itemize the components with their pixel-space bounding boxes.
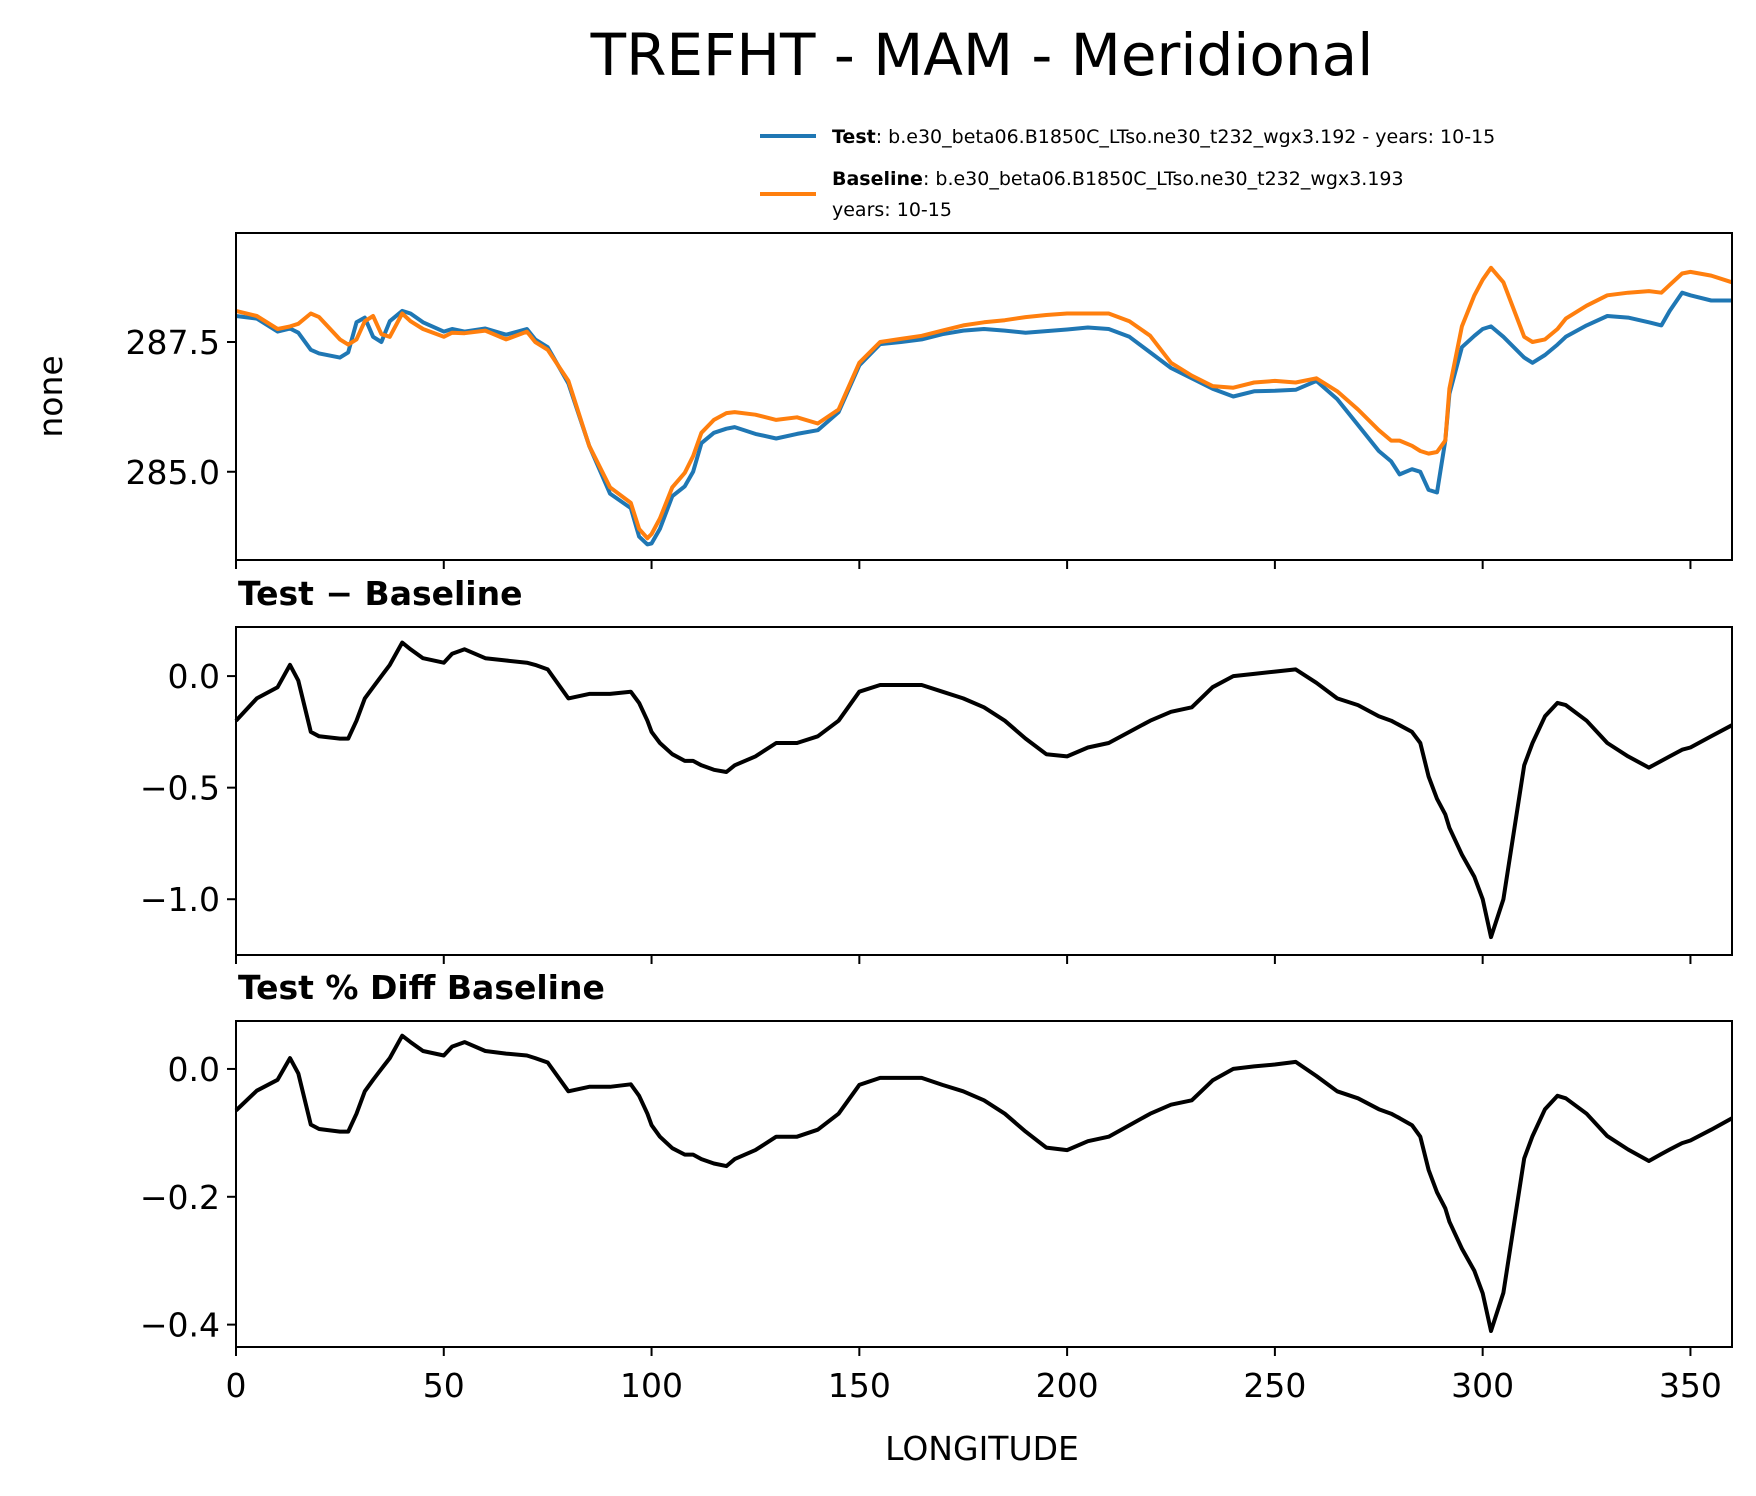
- series-line-test-diff-baseline: [234, 1033, 1733, 1333]
- legend-entry-baseline: Baseline: b.e30_beta06.B1850C_LTso.ne30_…: [832, 168, 1404, 190]
- x-tick-label: 100: [620, 1366, 683, 1405]
- panel-2-frame: [235, 626, 1733, 956]
- x-tick-label: 200: [1036, 1366, 1099, 1405]
- legend: Test: b.e30_beta06.B1850C_LTso.ne30_t232…: [760, 126, 1495, 221]
- y-axis-label: none: [31, 355, 70, 437]
- x-tick-label: 150: [828, 1366, 891, 1405]
- y-tick-label: −1.0: [140, 880, 220, 919]
- x-axis-label: LONGITUDE: [885, 1429, 1079, 1468]
- chart-title: TREFHT - MAM - Meridional: [590, 21, 1374, 89]
- y-tick-label: −0.4: [140, 1306, 220, 1345]
- y-tick-label: −0.2: [140, 1178, 220, 1217]
- y-tick-label: 0.0: [168, 1050, 220, 1089]
- series-line-test: [235, 290, 1732, 547]
- x-tick-label: 350: [1659, 1366, 1722, 1405]
- y-tick-label: 287.5: [126, 323, 220, 362]
- panel-1-frame: [235, 232, 1733, 561]
- panel-3-title: Test % Diff Baseline: [238, 968, 605, 1007]
- legend-entry-baseline-years: years: 10-15: [832, 199, 952, 221]
- panel-3-frame: [235, 1020, 1733, 1348]
- legend-entry-test: Test: b.e30_beta06.B1850C_LTso.ne30_t232…: [832, 126, 1495, 148]
- y-tick-label: 0.0: [168, 657, 220, 696]
- y-tick-label: 285.0: [126, 453, 220, 492]
- x-tick-label: 300: [1451, 1366, 1514, 1405]
- x-tick-label: 0: [226, 1366, 247, 1405]
- y-tick-label: −0.5: [140, 769, 220, 808]
- panel-2-title: Test − Baseline: [238, 574, 523, 613]
- series-line-baseline: [235, 265, 1733, 541]
- x-tick-label: 250: [1243, 1366, 1306, 1405]
- x-tick-label: 50: [423, 1366, 465, 1405]
- series-line-test-baseline: [234, 640, 1733, 940]
